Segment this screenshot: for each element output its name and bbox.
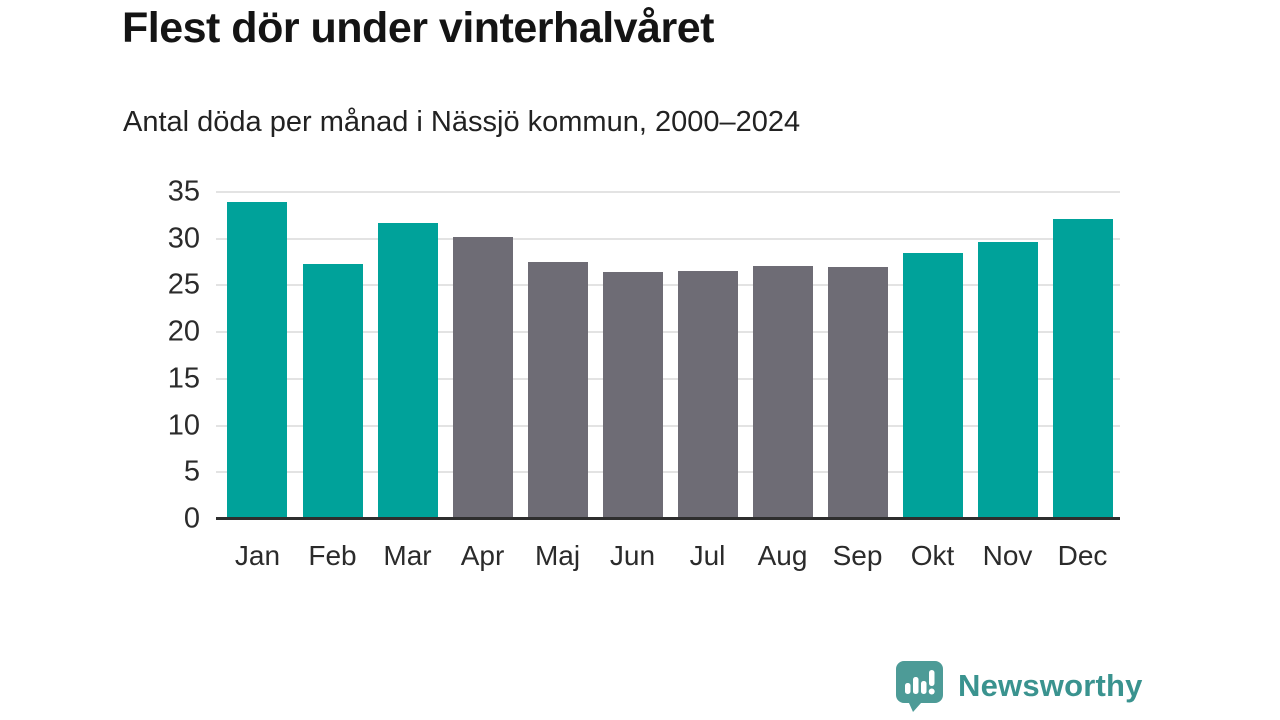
- x-tick-label: Apr: [460, 540, 505, 571]
- brand-name: Newsworthy: [958, 668, 1143, 703]
- gridline: [216, 471, 1120, 474]
- y-tick-label: 20: [167, 315, 200, 348]
- x-tick-label: Feb: [308, 540, 357, 571]
- newsworthy-logo-icon: [896, 661, 943, 712]
- bar-sep: [827, 266, 888, 519]
- x-axis-baseline: [216, 517, 1120, 520]
- x-tick-label: Jul: [689, 540, 726, 571]
- bar-apr: [452, 236, 513, 519]
- bar-nov: [977, 242, 1038, 519]
- x-axis: Jan Feb Mar Apr Maj Jun Jul Aug Sep Okt Nov Dec: [220, 540, 1120, 580]
- speech-bubble-shape: [896, 661, 943, 712]
- x-tick-label: Jun: [609, 540, 656, 571]
- gridline: [216, 284, 1120, 287]
- bar-mar: [377, 222, 438, 519]
- bar-jul: [677, 271, 738, 519]
- y-tick-label: 5: [183, 455, 200, 488]
- x-tick-label: Okt: [910, 540, 955, 571]
- gridline: [216, 424, 1120, 427]
- x-tick-label: Dec: [1057, 540, 1108, 571]
- brand-footer: Newsworthy: [895, 660, 1143, 712]
- x-tick-label: Nov: [982, 540, 1033, 571]
- bar-aug: [752, 265, 813, 519]
- bar-dec: [1052, 219, 1113, 519]
- bar-okt: [902, 252, 963, 519]
- x-tick-label: Maj: [534, 540, 581, 571]
- x-tick-label: Mar: [383, 540, 432, 571]
- bar-feb: [302, 263, 363, 519]
- y-tick-label: 15: [167, 362, 200, 395]
- plot-area: [216, 191, 1120, 519]
- bar-jan: [227, 202, 288, 519]
- y-tick-label: 30: [167, 222, 200, 255]
- chart-subtitle: Antal döda per månad i Nässjö kommun, 20…: [123, 106, 801, 138]
- x-tick-label: Sep: [832, 540, 883, 571]
- bar-maj: [527, 262, 588, 519]
- gridline: [216, 191, 1120, 193]
- chart-title: Flest dör under vinterhalvåret: [122, 4, 714, 52]
- y-axis: 0 5 10 15 20 25 30 35: [120, 177, 200, 533]
- gridline: [216, 237, 1120, 240]
- gridline: [216, 377, 1120, 380]
- y-tick-label: 25: [167, 268, 200, 301]
- y-tick-label: 35: [167, 175, 200, 208]
- x-tick-label: Jan: [234, 540, 281, 571]
- gridline: [216, 331, 1120, 334]
- y-tick-label: 10: [167, 409, 200, 442]
- x-tick-label: Aug: [757, 540, 808, 571]
- bar-jun: [602, 272, 663, 519]
- y-tick-label: 0: [183, 502, 200, 535]
